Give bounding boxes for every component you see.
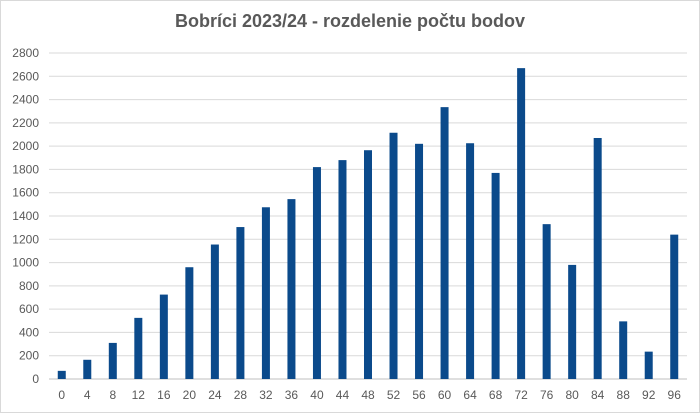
x-tick-label: 88 (617, 388, 631, 402)
x-tick-label: 52 (387, 388, 401, 402)
bar (415, 143, 424, 379)
bar (364, 150, 372, 379)
bar (261, 207, 270, 379)
bar (619, 321, 628, 379)
x-tick-label: 0 (58, 388, 65, 402)
y-tick-label: 2200 (12, 116, 39, 130)
x-tick-label: 84 (591, 388, 605, 402)
y-tick-label: 0 (32, 372, 39, 386)
y-tick-label: 600 (19, 302, 39, 316)
bar (287, 199, 296, 379)
bar (134, 317, 143, 379)
bar (466, 143, 475, 379)
bar (57, 370, 66, 379)
bar (440, 107, 449, 379)
x-tick-label: 8 (109, 388, 116, 402)
y-tick-label: 1600 (12, 186, 39, 200)
bar (108, 342, 117, 379)
bar (542, 224, 551, 379)
y-tick-label: 1400 (12, 209, 39, 223)
x-tick-label: 64 (463, 388, 477, 402)
y-tick-label: 400 (19, 325, 39, 339)
x-tick-label: 72 (514, 388, 528, 402)
y-tick-label: 1800 (12, 162, 39, 176)
bar (644, 351, 653, 379)
x-tick-label: 40 (310, 388, 324, 402)
bar (517, 68, 526, 379)
chart-title: Bobríci 2023/24 - rozdelenie počtu bodov (174, 11, 526, 31)
x-tick-label: 12 (132, 388, 146, 402)
y-tick-label: 2800 (12, 46, 39, 60)
x-tick-label: 44 (336, 388, 350, 402)
y-tick-label: 2600 (12, 69, 39, 83)
x-tick-label: 16 (157, 388, 171, 402)
x-tick-label: 96 (668, 388, 682, 402)
bar (568, 264, 577, 379)
x-tick-label: 56 (412, 388, 426, 402)
bar (83, 359, 92, 379)
y-tick-label: 800 (19, 279, 39, 293)
x-tick-label: 92 (642, 388, 656, 402)
x-tick-label: 20 (183, 388, 197, 402)
bar (236, 227, 245, 379)
y-tick-label: 200 (19, 349, 39, 363)
bar (670, 234, 679, 379)
x-tick-label: 4 (84, 388, 91, 402)
bar (491, 172, 500, 379)
x-tick-label: 76 (540, 388, 554, 402)
x-tick-label: 60 (438, 388, 452, 402)
y-tick-label: 1200 (12, 232, 39, 246)
bar (593, 137, 602, 379)
y-tick-label: 2000 (12, 139, 39, 153)
x-tick-label: 36 (285, 388, 299, 402)
bar (312, 167, 321, 379)
bar (338, 160, 347, 379)
x-tick-label: 28 (234, 388, 248, 402)
bar (210, 244, 219, 379)
bar (159, 294, 168, 379)
y-tick-label: 1000 (12, 256, 39, 270)
x-tick-label: 68 (489, 388, 503, 402)
x-tick-label: 48 (361, 388, 375, 402)
bar (389, 132, 398, 379)
x-tick-label: 32 (259, 388, 273, 402)
bar (185, 267, 194, 379)
x-tick-label: 24 (208, 388, 222, 402)
x-tick-label: 80 (565, 388, 579, 402)
y-tick-label: 2400 (12, 93, 39, 107)
